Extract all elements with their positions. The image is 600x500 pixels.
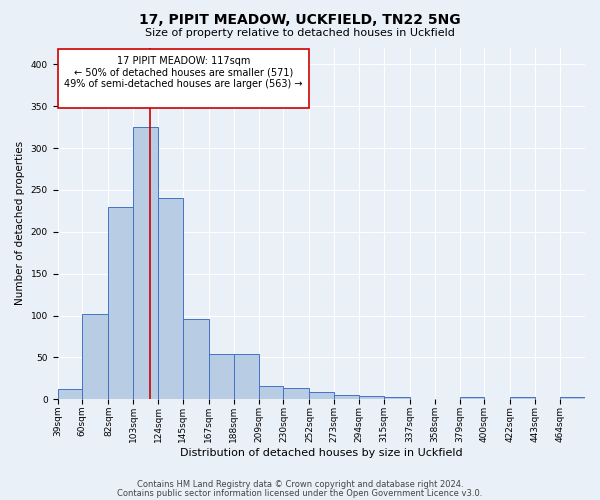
Bar [209, 354, 234, 400]
Bar [234, 354, 259, 400]
Bar [58, 390, 82, 400]
Bar [310, 392, 334, 400]
Bar [334, 395, 359, 400]
Y-axis label: Number of detached properties: Number of detached properties [15, 142, 25, 306]
Text: 49% of semi-detached houses are larger (563) →: 49% of semi-detached houses are larger (… [64, 80, 303, 90]
Bar [158, 198, 183, 400]
Text: Contains HM Land Registry data © Crown copyright and database right 2024.: Contains HM Land Registry data © Crown c… [137, 480, 463, 489]
Bar [259, 386, 283, 400]
X-axis label: Distribution of detached houses by size in Uckfield: Distribution of detached houses by size … [180, 448, 463, 458]
Bar [359, 396, 384, 400]
Bar [183, 319, 209, 400]
Text: 17, PIPIT MEADOW, UCKFIELD, TN22 5NG: 17, PIPIT MEADOW, UCKFIELD, TN22 5NG [139, 12, 461, 26]
Bar [283, 388, 310, 400]
Bar [133, 127, 158, 400]
Text: ← 50% of detached houses are smaller (571): ← 50% of detached houses are smaller (57… [74, 68, 293, 78]
Bar [560, 397, 585, 400]
Bar [82, 314, 109, 400]
Bar [460, 397, 484, 400]
Text: Size of property relative to detached houses in Uckfield: Size of property relative to detached ho… [145, 28, 455, 38]
Bar [109, 206, 133, 400]
Text: 17 PIPIT MEADOW: 117sqm: 17 PIPIT MEADOW: 117sqm [117, 56, 250, 66]
Text: Contains public sector information licensed under the Open Government Licence v3: Contains public sector information licen… [118, 488, 482, 498]
FancyBboxPatch shape [58, 49, 310, 108]
Bar [511, 397, 535, 400]
Bar [384, 397, 410, 400]
